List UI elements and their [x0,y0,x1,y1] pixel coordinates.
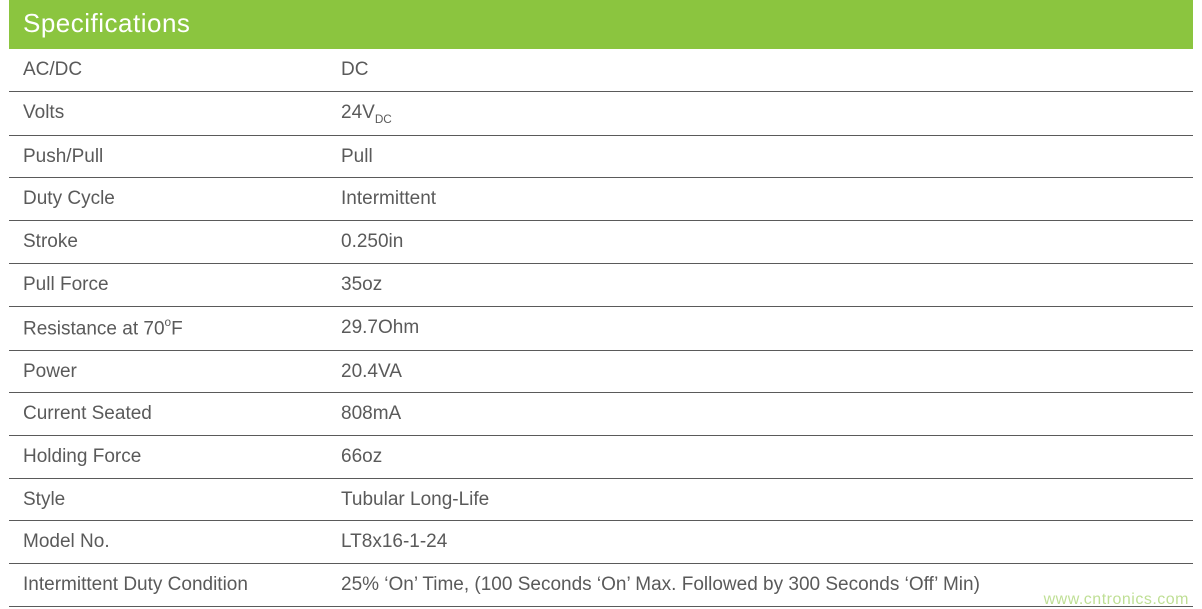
spec-value: Tubular Long-Life [327,478,1193,521]
specifications-panel: Specifications AC/DCDCVolts24VDCPush/Pul… [9,0,1193,607]
spec-label: Stroke [9,221,327,264]
table-row: Holding Force66oz [9,435,1193,478]
spec-value: 66oz [327,435,1193,478]
table-row: Power20.4VA [9,350,1193,393]
table-row: Resistance at 70oF29.7Ohm [9,306,1193,350]
spec-label: Duty Cycle [9,178,327,221]
spec-label: Model No. [9,521,327,564]
table-row: AC/DCDC [9,49,1193,91]
spec-value: 35oz [327,263,1193,306]
spec-value: 24VDC [327,91,1193,135]
spec-label: Style [9,478,327,521]
spec-value: Pull [327,135,1193,178]
table-row: Current Seated808mA [9,393,1193,436]
table-row: Duty CycleIntermittent [9,178,1193,221]
spec-value: 0.250in [327,221,1193,264]
specifications-header: Specifications [9,0,1193,49]
spec-label: Push/Pull [9,135,327,178]
table-row: Stroke0.250in [9,221,1193,264]
spec-value: 808mA [327,393,1193,436]
specifications-table: AC/DCDCVolts24VDCPush/PullPullDuty Cycle… [9,49,1193,607]
table-row: StyleTubular Long-Life [9,478,1193,521]
spec-label: Holding Force [9,435,327,478]
spec-value: 29.7Ohm [327,306,1193,350]
spec-value: Intermittent [327,178,1193,221]
spec-label: Pull Force [9,263,327,306]
table-row: Model No.LT8x16-1-24 [9,521,1193,564]
table-row: Push/PullPull [9,135,1193,178]
spec-label: Resistance at 70oF [9,306,327,350]
spec-value: DC [327,49,1193,91]
specifications-table-body: AC/DCDCVolts24VDCPush/PullPullDuty Cycle… [9,49,1193,606]
spec-value: LT8x16-1-24 [327,521,1193,564]
spec-value: 20.4VA [327,350,1193,393]
table-row: Volts24VDC [9,91,1193,135]
spec-label: Volts [9,91,327,135]
spec-label: Current Seated [9,393,327,436]
spec-label: AC/DC [9,49,327,91]
spec-label: Power [9,350,327,393]
table-row: Pull Force35oz [9,263,1193,306]
